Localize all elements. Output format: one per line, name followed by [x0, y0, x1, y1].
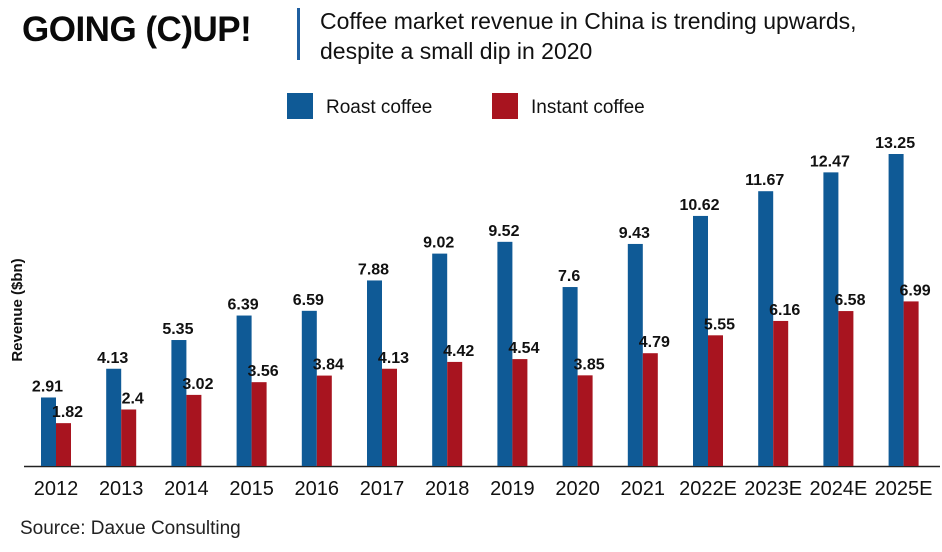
chart-subtitle: Coffee market revenue in China is trendi… — [320, 8, 857, 64]
legend-label-roast: Roast coffee — [326, 97, 432, 118]
x-tick-label: 2013 — [99, 478, 144, 500]
data-label-instant: 4.42 — [443, 343, 474, 360]
bar-instant — [708, 335, 723, 466]
data-label-instant: 5.55 — [704, 316, 735, 333]
data-label-instant: 2.4 — [122, 390, 144, 407]
data-label-roast: 5.35 — [162, 321, 193, 338]
bar-roast — [106, 368, 122, 466]
bar-roast — [823, 172, 839, 466]
bar-instant — [903, 301, 919, 466]
x-tick-label: 2014 — [164, 478, 209, 500]
data-label-instant: 3.85 — [574, 356, 605, 373]
bar-roast — [236, 315, 252, 466]
bar-roast — [367, 280, 382, 466]
data-label-roast: 9.02 — [423, 235, 454, 252]
x-tick-label: 2020 — [555, 478, 600, 500]
data-label-instant: 3.84 — [313, 357, 344, 374]
x-tick-label: 2015 — [229, 478, 274, 500]
data-label-roast: 12.47 — [810, 153, 850, 170]
x-tick-label: 2012 — [34, 478, 79, 500]
legend-label-instant: Instant coffee — [531, 97, 645, 118]
bar-instant — [773, 320, 789, 466]
data-label-roast: 6.39 — [228, 297, 259, 314]
bar-roast — [171, 340, 187, 466]
bar-instant — [316, 375, 332, 466]
x-tick-label: 2024E — [809, 478, 867, 500]
data-label-roast: 7.88 — [358, 261, 389, 278]
data-label-roast: 2.91 — [32, 378, 63, 395]
bar-roast — [888, 154, 904, 466]
x-tick-label: 2021 — [621, 478, 666, 500]
bar-instant — [251, 382, 267, 466]
bar-instant — [447, 361, 463, 466]
x-tick-label: 2018 — [425, 478, 470, 500]
x-tick-label: 2016 — [295, 478, 340, 500]
data-label-roast: 11.67 — [745, 172, 784, 189]
bar-roast — [627, 243, 643, 466]
data-label-roast: 6.59 — [293, 292, 324, 309]
data-label-instant: 6.16 — [769, 302, 800, 319]
data-label-instant: 3.02 — [182, 376, 213, 393]
data-label-instant: 4.54 — [508, 340, 539, 357]
bar-instant — [512, 359, 528, 466]
data-label-instant: 4.13 — [378, 350, 409, 367]
bar-instant — [186, 394, 202, 466]
data-label-instant: 6.58 — [834, 292, 865, 309]
y-axis-label: Revenue ($bn) — [9, 258, 26, 361]
data-label-instant: 4.79 — [639, 334, 670, 351]
data-label-instant: 1.82 — [52, 404, 83, 421]
x-tick-label: 2023E — [744, 478, 802, 500]
bar-roast — [497, 241, 513, 466]
data-label-roast: 9.43 — [619, 225, 650, 242]
bar-instant — [577, 375, 593, 466]
brand-title: GOING (C)UP! — [22, 10, 252, 49]
bar-instant — [642, 353, 658, 466]
header-divider — [297, 8, 300, 60]
data-label-roast: 7.6 — [558, 268, 580, 285]
bar-instant — [56, 423, 71, 466]
bar-roast — [432, 253, 448, 466]
legend-swatch-instant — [492, 93, 518, 119]
x-tick-label: 2025E — [875, 478, 933, 500]
x-tick-label: 2019 — [490, 478, 535, 500]
bar-roast — [693, 215, 708, 466]
bar-instant — [121, 409, 137, 466]
bar-roast — [562, 287, 578, 466]
bar-roast — [758, 191, 774, 466]
bar-instant — [838, 311, 854, 466]
legend-swatch-roast — [287, 93, 313, 119]
bar-roast — [41, 397, 56, 466]
data-label-instant: 6.99 — [900, 282, 931, 299]
source-note: Source: Daxue Consulting — [20, 518, 241, 539]
bar-roast — [301, 310, 317, 466]
data-label-roast: 10.62 — [679, 197, 719, 214]
x-tick-label: 2017 — [360, 478, 405, 500]
data-label-roast: 9.52 — [488, 223, 519, 240]
data-label-roast: 4.13 — [97, 350, 128, 367]
data-label-instant: 3.56 — [248, 363, 279, 380]
bar-instant — [382, 368, 397, 466]
x-tick-label: 2022E — [679, 478, 737, 500]
data-label-roast: 13.25 — [875, 135, 915, 152]
